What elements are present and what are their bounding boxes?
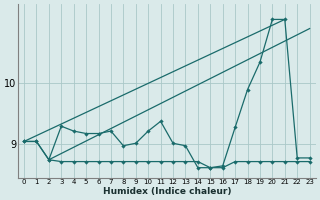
X-axis label: Humidex (Indice chaleur): Humidex (Indice chaleur) (103, 187, 231, 196)
